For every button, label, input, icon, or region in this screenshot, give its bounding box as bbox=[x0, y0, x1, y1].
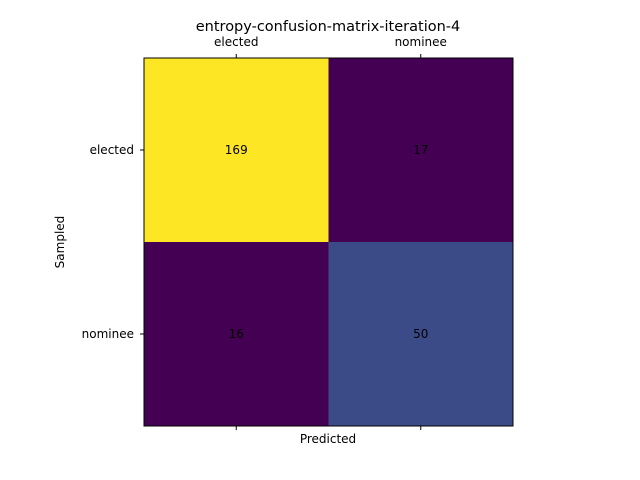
y-tick-label-1: nominee bbox=[82, 327, 134, 341]
y-tick-label-0: elected bbox=[90, 143, 134, 157]
cell-value-0-1: 17 bbox=[413, 143, 428, 157]
heatmap-cell-0-1 bbox=[328, 58, 513, 242]
heatmap-cell-1-0 bbox=[144, 242, 329, 426]
x-tick-label-0: elected bbox=[214, 35, 258, 49]
y-axis-label: Sampled bbox=[53, 216, 67, 269]
heatmap-cell-0-0 bbox=[144, 58, 329, 242]
heatmap-cells bbox=[144, 58, 513, 426]
heatmap-cell-1-1 bbox=[328, 242, 513, 426]
cell-value-1-0: 16 bbox=[229, 327, 244, 341]
chart-title: entropy-confusion-matrix-iteration-4 bbox=[196, 19, 461, 35]
x-axis-ticks: elected nominee bbox=[214, 35, 447, 430]
heatmap-cell-labels: 169 17 16 50 bbox=[225, 143, 429, 341]
cell-value-0-0: 169 bbox=[225, 143, 248, 157]
y-axis-ticks: elected nominee bbox=[82, 143, 144, 341]
cell-value-1-1: 50 bbox=[413, 327, 428, 341]
x-axis-label: Predicted bbox=[300, 432, 356, 446]
x-tick-label-1: nominee bbox=[395, 35, 447, 49]
axes-frame bbox=[143, 57, 514, 427]
